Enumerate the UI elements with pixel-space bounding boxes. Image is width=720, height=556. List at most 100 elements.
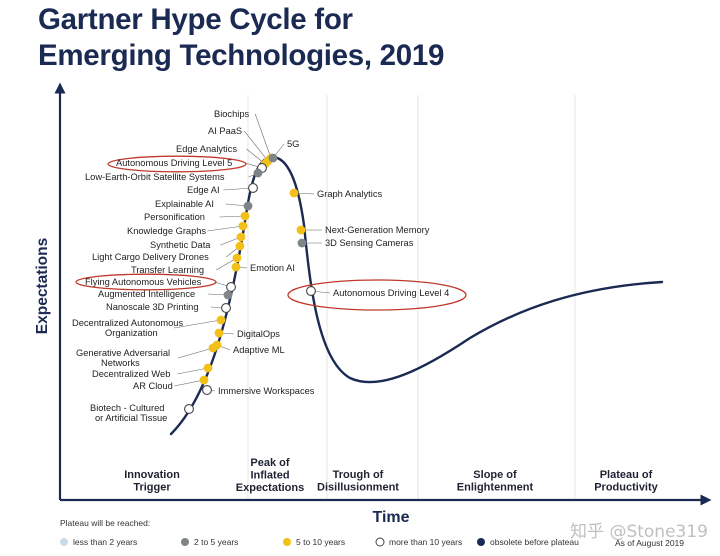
legend-item-5to10: 5 to 10 years — [283, 537, 345, 547]
tech-label-biochips: Biochips — [214, 109, 249, 119]
legend-item-gt10: more than 10 years — [375, 537, 462, 547]
technology-markers — [184, 153, 316, 414]
tech-marker-immersive-workspaces — [202, 385, 212, 395]
legend-swatch-obsolete — [477, 538, 485, 546]
tech-marker-5g — [268, 153, 278, 163]
legend-label-gt10: more than 10 years — [389, 537, 462, 547]
tech-marker-biotech-cultured-or-artificial-tissue — [184, 404, 194, 414]
tech-marker-digitalops — [214, 328, 224, 338]
tech-marker-emotion-ai — [231, 262, 241, 272]
tech-label-transfer-learning: Transfer Learning — [131, 265, 204, 275]
phase-dividers — [247, 95, 576, 500]
connector-knowledge-graphs — [207, 225, 244, 232]
tech-marker-synthetic-data — [236, 232, 246, 242]
tech-label-autonomous-driving-level-5: Autonomous Driving Level 5 — [116, 158, 232, 168]
tech-marker-autonomous-driving-level-4 — [306, 286, 316, 296]
tech-marker-light-cargo-delivery-drones — [235, 241, 245, 251]
tech-label-biotech-cultured-or-artificial-tissue: Biotech - Cultured or Artificial Tissue — [90, 403, 167, 423]
phase-labels: Innovation Trigger Peak of Inflated Expectat… — [124, 457, 658, 494]
tech-label-3d-sensing-cameras: 3D Sensing Cameras — [325, 238, 414, 248]
tech-label-emotion-ai: Emotion AI — [250, 263, 295, 273]
tech-label-decentralized-autonomous-organization: Decentralized Autonomous Organization — [72, 318, 183, 338]
tech-label-flying-autonomous-vehicles: Flying Autonomous Vehicles — [85, 277, 202, 287]
phase-label-innovation: Innovation Trigger — [124, 469, 180, 494]
tech-label-explainable-ai: Explainable AI — [155, 199, 214, 209]
tech-label-synthetic-data: Synthetic Data — [150, 240, 211, 250]
tech-marker-augmented-intelligence — [223, 290, 233, 300]
chart-title-line-2: Emerging Technologies, 2019 — [38, 39, 445, 72]
legend-label-obsolete: obsolete before plateau — [490, 537, 579, 547]
highlight-autonomous-driving-level-4 — [287, 279, 467, 311]
tech-label-ai-paas: AI PaaS — [208, 126, 242, 136]
tech-label-edge-ai: Edge AI — [187, 185, 220, 195]
legend-label-lt2: less than 2 years — [73, 537, 137, 547]
legend-swatch-lt2 — [60, 538, 68, 546]
tech-marker-next-generation-memory — [296, 225, 306, 235]
tech-marker-graph-analytics — [289, 188, 299, 198]
tech-label-light-cargo-delivery-drones: Light Cargo Delivery Drones — [92, 252, 209, 262]
tech-label-adaptive-ml: Adaptive ML — [233, 345, 285, 355]
connector-ai-paas — [244, 130, 269, 162]
tech-marker-decentralized-autonomous-organization — [216, 315, 226, 325]
tech-label-autonomous-driving-level-4: Autonomous Driving Level 4 — [333, 288, 449, 298]
legend-swatch-5to10 — [283, 538, 291, 546]
tech-label-low-earth-orbit-satellite-systems: Low-Earth-Orbit Satellite Systems — [85, 172, 225, 182]
chart-title-line-1: Gartner Hype Cycle for — [38, 3, 353, 36]
tech-label-knowledge-graphs: Knowledge Graphs — [127, 226, 206, 236]
tech-marker-3d-sensing-cameras — [297, 238, 307, 248]
highlight-flying-autonomous-vehicles — [75, 273, 217, 291]
tech-marker-flying-autonomous-vehicles — [226, 282, 236, 292]
tech-marker-decentralized-web — [203, 363, 213, 373]
tech-label-edge-analytics: Edge Analytics — [176, 144, 237, 154]
y-axis-label: Expectations — [34, 238, 51, 334]
tech-marker-transfer-learning — [232, 253, 242, 263]
tech-label-next-generation-memory: Next-Generation Memory — [325, 225, 430, 235]
tech-label-5g: 5G — [287, 139, 299, 149]
chart-title: Gartner Hype Cycle for Emerging Technolo… — [38, 2, 444, 74]
tech-marker-personification — [240, 211, 250, 221]
tech-label-personification: Personification — [144, 212, 205, 222]
legend-swatch-gt10 — [375, 537, 385, 547]
legend-items: less than 2 years 2 to 5 years 5 to 10 yea… — [60, 537, 579, 547]
hype-cycle-curve — [169, 155, 664, 436]
connector-ar-cloud — [174, 379, 205, 387]
legend: Plateau will be reached: less than 2 yea… — [60, 518, 684, 548]
tech-marker-ar-cloud — [199, 375, 209, 385]
technology-labels: Biochips AI PaaS Edge Analytics Autonomous … — [72, 109, 449, 423]
tech-label-generative-adversarial-networks: Generative Adversarial Networks — [76, 348, 170, 368]
legend-item-2to5: 2 to 5 years — [181, 537, 238, 547]
connector-biochips — [254, 113, 272, 159]
connector-edge-ai — [223, 187, 254, 191]
tech-marker-edge-ai — [248, 183, 258, 193]
tech-marker-knowledge-graphs — [238, 221, 248, 231]
legend-title: Plateau will be reached: — [60, 518, 150, 528]
tech-label-augmented-intelligence: Augmented Intelligence — [98, 289, 195, 299]
phase-label-plateau: Plateau of Productivity — [594, 469, 658, 494]
highlight-autonomous-driving-level-5 — [107, 155, 247, 173]
tech-label-immersive-workspaces: Immersive Workspaces — [218, 386, 315, 396]
phase-label-peak: Peak of Inflated Expectations — [236, 457, 304, 494]
watermark: 知乎 @Stone319 — [570, 522, 708, 542]
connector-decentralized-web — [177, 367, 209, 375]
phase-label-trough: Trough of Disillusionment — [317, 469, 399, 494]
tech-marker-adaptive-ml — [212, 340, 222, 350]
tech-label-nanoscale-3d-printing: Nanoscale 3D Printing — [106, 302, 199, 312]
phase-label-slope: Slope of Enlightenment — [457, 469, 534, 494]
tech-marker-nanoscale-3d-printing — [221, 303, 231, 313]
tech-label-decentralized-web: Decentralized Web — [92, 369, 170, 379]
tech-label-digitalops: DigitalOps — [237, 329, 280, 339]
x-axis-label: Time — [372, 509, 409, 526]
tech-label-ar-cloud: AR Cloud — [133, 381, 173, 391]
highlight-circles — [75, 155, 467, 311]
tech-label-graph-analytics: Graph Analytics — [317, 189, 382, 199]
connector-generative-adversarial-networks — [177, 347, 214, 359]
tech-marker-explainable-ai — [243, 201, 253, 211]
legend-label-2to5: 2 to 5 years — [194, 537, 238, 547]
legend-label-5to10: 5 to 10 years — [296, 537, 345, 547]
tech-marker-low-earth-orbit-satellite-systems — [253, 168, 263, 178]
as-of-date: As of August 2019 — [615, 538, 684, 548]
legend-item-lt2: less than 2 years — [60, 537, 137, 547]
connector-decentralized-autonomous-organization — [173, 319, 222, 329]
legend-item-obsolete: obsolete before plateau — [477, 537, 579, 547]
